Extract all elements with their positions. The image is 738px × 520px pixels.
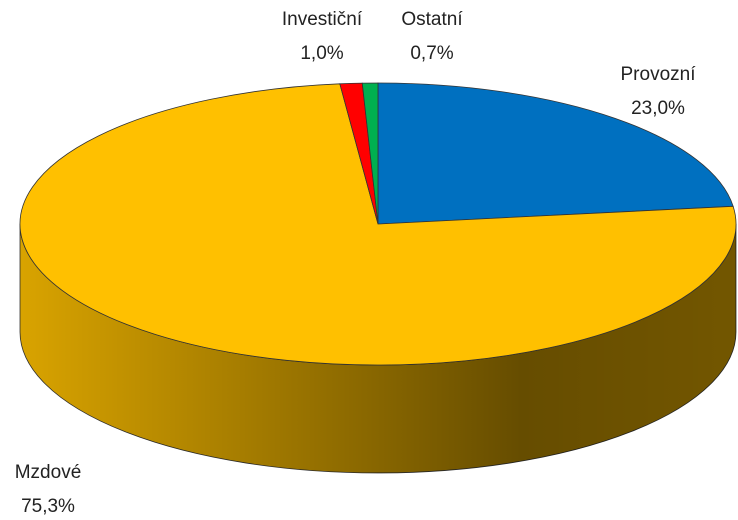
slice-label: Investiční: [282, 9, 363, 30]
slice: [361, 82, 379, 225]
slice-value-label: 0,7%: [410, 43, 453, 64]
slice: [19, 83, 737, 366]
slice-value-label: 75,3%: [21, 496, 75, 517]
slice-value-label: 1,0%: [300, 43, 343, 64]
side-shade: [20, 224, 736, 473]
slice: [377, 82, 734, 225]
slice-value-label: 23,0%: [631, 98, 685, 119]
slice-label: Ostatní: [401, 9, 463, 30]
slice-label: Provozní: [621, 64, 697, 85]
slice-label: Mzdové: [15, 462, 82, 483]
